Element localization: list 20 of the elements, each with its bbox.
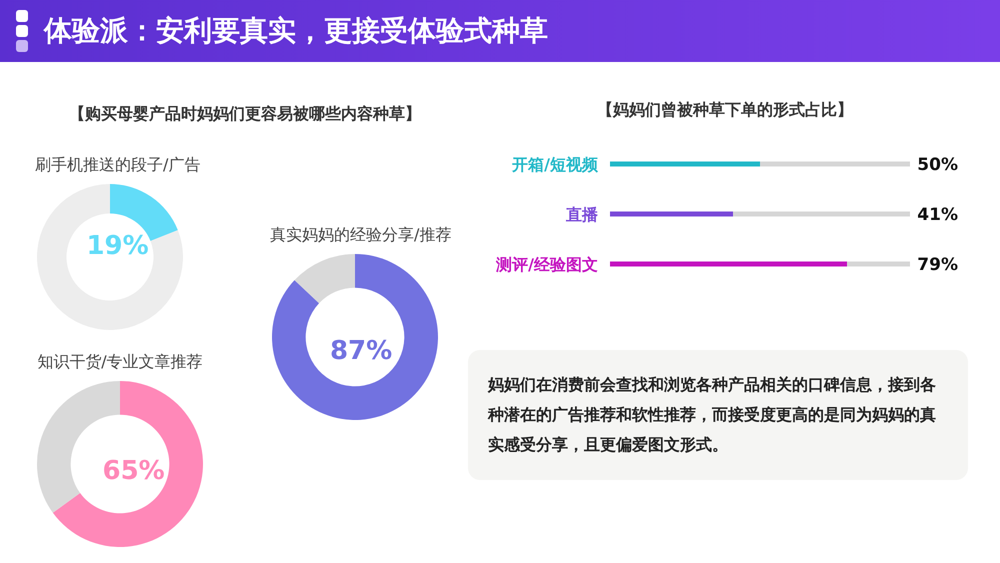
donut-slice [52,381,203,547]
text: 妈妈们在消费前会查找和浏览各种产品相关的口碑信息，接到各种潜在的广告推荐和软性推荐，而接受度更高的是同为妈妈的真实感受分享，且更偏爱图文形式。 [488,374,937,456]
slice-label: 知识干货/专业文章推荐 [36,352,204,373]
y-tick-label: 测评/经验图文 [495,255,598,274]
text: 体验派：安利要真实，更接受体验式种草 [44,13,548,49]
y-tick-label: 开箱/短视频 [511,155,599,174]
slice-label: 真实妈妈的经验分享/推荐 [270,225,452,246]
data-label: 19% [86,230,149,261]
donut-slice [294,254,355,304]
data-label: 65% [102,454,166,488]
data-label: 87% [328,335,394,368]
y-tick-label: 直播 [565,205,599,224]
chart-title: 【妈妈们曾被种草下单的形式占比】 [596,100,854,121]
data-label: 79% [917,255,958,275]
data-label: 41% [917,205,958,225]
data-label: 50% [917,155,958,175]
donut-slice [272,254,438,420]
slice-label: 刷手机推送的段子/广告 [35,155,200,176]
text: 【购买母婴产品时妈妈们更容易被哪些内容种草】 [68,104,422,125]
donut-slice [37,184,183,330]
